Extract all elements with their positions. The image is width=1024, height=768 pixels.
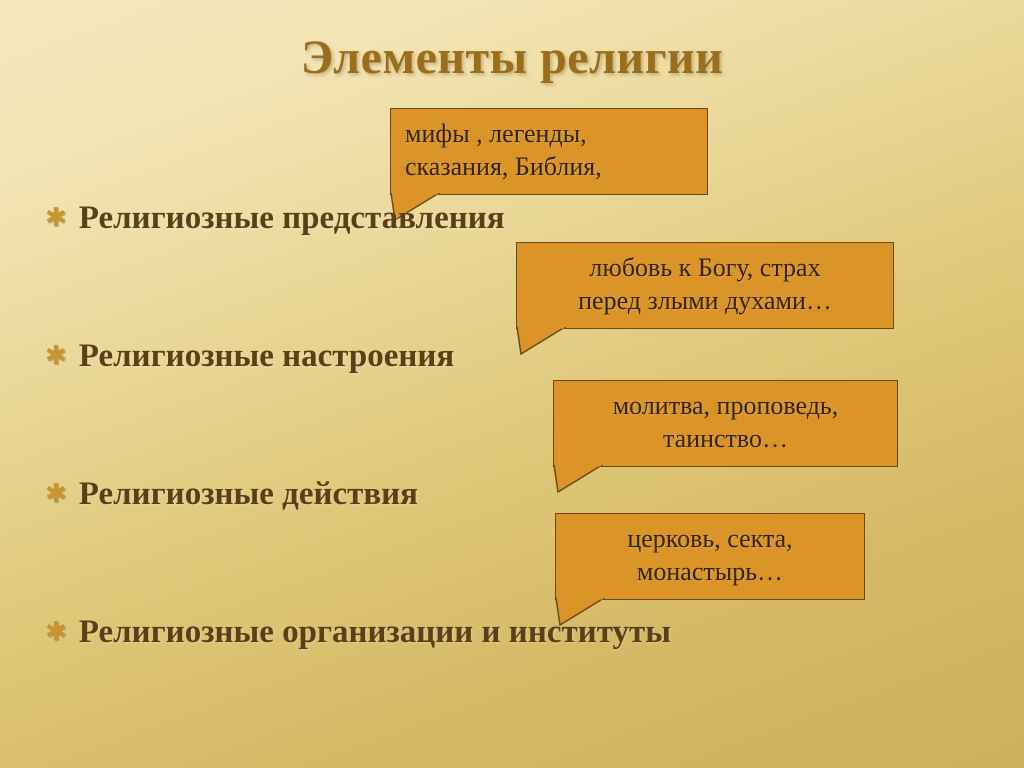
bullet-text: Религиозные организации и институты <box>79 614 671 651</box>
bullet-item: ✱ Религиозные настроения <box>45 338 454 375</box>
callout-pointer-icon <box>515 327 575 355</box>
callout-line: молитва, проповедь, <box>568 389 883 422</box>
bullet-item: ✱ Религиозные действия <box>45 476 418 513</box>
bullet-item: ✱ Религиозные представления <box>45 200 505 237</box>
bullet-icon: ✱ <box>45 619 67 645</box>
callout-line: монастырь… <box>570 555 850 588</box>
callout-representations: мифы , легенды, сказания, Библия, <box>390 108 708 195</box>
callout-line: перед злыми духами… <box>531 284 879 317</box>
callout-moods: любовь к Богу, страх перед злыми духами… <box>516 242 894 329</box>
bullet-text: Религиозные настроения <box>79 338 455 375</box>
callout-organizations: церковь, секта, монастырь… <box>555 513 865 600</box>
bullet-item: ✱ Религиозные организации и институты <box>45 614 671 651</box>
slide: Элементы религии мифы , легенды, сказани… <box>0 0 1024 768</box>
callout-pointer-icon <box>552 465 612 493</box>
bullet-icon: ✱ <box>45 481 67 507</box>
callout-line: сказания, Библия, <box>405 150 693 183</box>
callout-line: любовь к Богу, страх <box>531 251 879 284</box>
bullet-text: Религиозные действия <box>79 476 418 513</box>
callout-line: таинство… <box>568 422 883 455</box>
bullet-icon: ✱ <box>45 205 67 231</box>
bullet-icon: ✱ <box>45 343 67 369</box>
bullet-text: Религиозные представления <box>79 200 505 237</box>
slide-title: Элементы религии <box>0 30 1024 85</box>
callout-actions: молитва, проповедь, таинство… <box>553 380 898 467</box>
callout-line: церковь, секта, <box>570 522 850 555</box>
callout-line: мифы , легенды, <box>405 117 693 150</box>
